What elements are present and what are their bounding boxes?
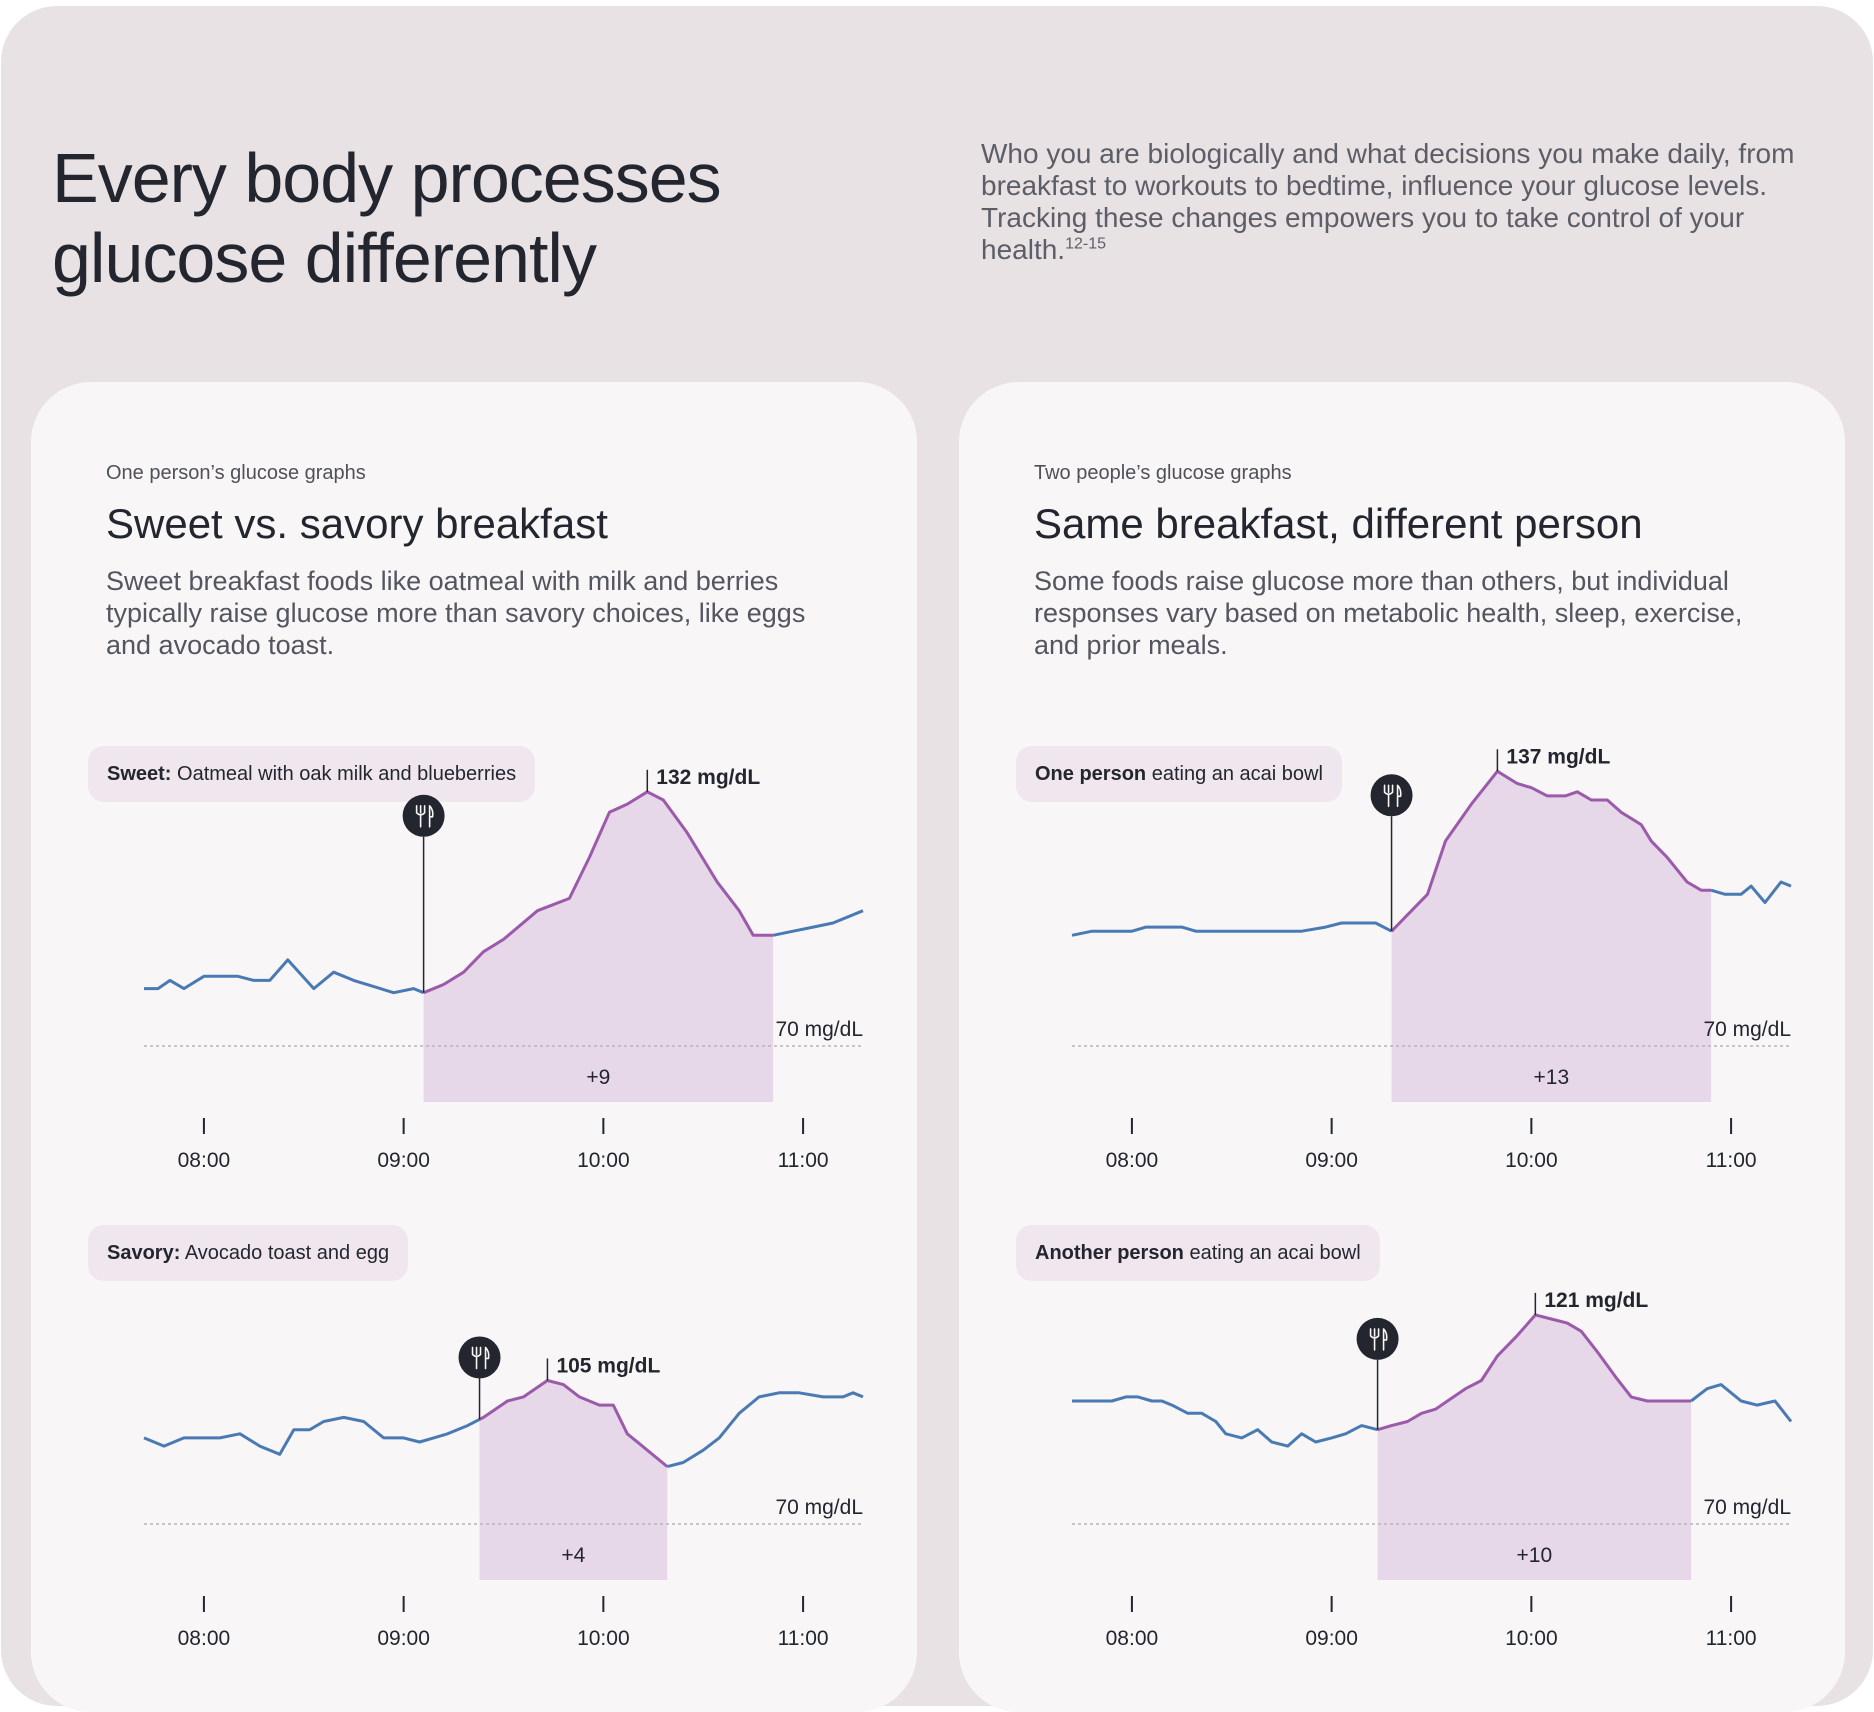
- savory-glucose-chart: 70 mg/dL +4 105 mg/dL 08:00 09:00 10:00 11:00: [143, 1336, 864, 1650]
- intro-paragraph: Who you are biologically and what decisi…: [981, 138, 1811, 266]
- glucose-line-before-meal: [143, 1415, 481, 1456]
- peak-label: 105 mg/dL: [556, 1355, 660, 1378]
- x-tick-label: 08:00: [178, 1149, 231, 1172]
- savory-meal-chip: Savory: Avocado toast and egg: [88, 1225, 409, 1281]
- page-title-line-2: glucose differently: [52, 219, 597, 297]
- glucose-line-response: [478, 1379, 669, 1468]
- x-tick-label: 08:00: [1106, 1149, 1159, 1172]
- area-change-label: +4: [561, 1544, 585, 1567]
- card-eyebrow: One person’s glucose graphs: [106, 462, 366, 484]
- x-tick-label: 10:00: [577, 1627, 630, 1650]
- chip-text: eating an acai bowl: [1146, 763, 1323, 785]
- glucose-line-response: [1377, 1313, 1692, 1432]
- x-tick-label: 11:00: [1706, 1627, 1757, 1650]
- sweet-meal-chip: Sweet: Oatmeal with oak milk and blueber…: [88, 746, 536, 802]
- x-tick-label: 09:00: [377, 1627, 430, 1650]
- page-title-line-1: Every body processes: [52, 139, 722, 217]
- chip-text: Oatmeal with oak milk and blueberries: [171, 763, 517, 785]
- chip-bold-label: Sweet:: [107, 763, 172, 785]
- x-tick-label: 08:00: [1106, 1627, 1159, 1650]
- x-tick-label: 11:00: [778, 1627, 829, 1650]
- glucose-line-before-meal: [1071, 921, 1393, 937]
- glucose-line-before-meal: [144, 958, 425, 995]
- response-area: [479, 1380, 668, 1580]
- glucose-line-after-response: [1710, 880, 1792, 904]
- card-title: Sweet vs. savory breakfast: [106, 500, 608, 547]
- peak-label: 132 mg/dL: [656, 766, 760, 789]
- glucose-line-before-meal: [1072, 1395, 1378, 1448]
- chip-bold-label: One person: [1035, 763, 1147, 785]
- person-one-glucose-chart: 70 mg/dL +13 137 mg/dL 08:00 09:00 10:00 11:00: [1071, 745, 1792, 1172]
- peak-label: 121 mg/dL: [1544, 1289, 1648, 1312]
- glucose-line-response: [423, 790, 774, 995]
- sweet-vs-savory-card: One person’s glucose graphs Sweet vs. sa…: [31, 382, 917, 1712]
- sweet-glucose-chart: 70 mg/dL +9 132 mg/dL 08:00 09:00 10:00 11:00: [144, 766, 864, 1172]
- meal-icon: [458, 1336, 501, 1379]
- page-background: Every body processes glucose differently…: [1, 6, 1873, 1712]
- card-title: Same breakfast, different person: [1034, 500, 1643, 547]
- person-two-glucose-chart: 70 mg/dL +10 121 mg/dL 08:00 09:00 10:00 11:00: [1072, 1289, 1793, 1650]
- meal-icon: [1370, 774, 1413, 817]
- area-change-label: +13: [1534, 1066, 1570, 1089]
- reference-line-label: 70 mg/dL: [775, 1018, 863, 1041]
- meal-icon: [1356, 1317, 1399, 1360]
- person-two-chip: Another person eating an acai bowl: [1016, 1225, 1380, 1281]
- knife-icon: [1382, 1328, 1388, 1351]
- glucose-line-after-response: [772, 909, 864, 937]
- card-description: Sweet breakfast foods like oatmeal with …: [106, 566, 806, 660]
- card-eyebrow: Two people’s glucose graphs: [1034, 462, 1292, 484]
- x-tick-label: 11:00: [778, 1149, 829, 1172]
- x-tick-label: 09:00: [1305, 1627, 1358, 1650]
- fork-icon: [471, 1346, 482, 1370]
- chip-bold-label: Another person: [1035, 1242, 1184, 1264]
- knife-icon: [428, 805, 434, 828]
- intro-reference: 12-15: [1065, 235, 1106, 253]
- x-tick-label: 08:00: [178, 1627, 231, 1650]
- x-tick-label: 11:00: [1706, 1149, 1757, 1172]
- peak-label: 137 mg/dL: [1506, 745, 1610, 768]
- area-change-label: +9: [586, 1066, 610, 1089]
- reference-line-label: 70 mg/dL: [775, 1496, 863, 1519]
- fork-icon: [415, 805, 426, 828]
- intro-text: Who you are biologically and what decisi…: [981, 138, 1795, 265]
- chip-text: eating an acai bowl: [1183, 1242, 1361, 1264]
- x-tick-label: 09:00: [377, 1149, 430, 1172]
- person-one-chip: One person eating an acai bowl: [1016, 746, 1342, 802]
- fork-icon: [1383, 784, 1394, 808]
- page-title: Every body processes glucose differently: [52, 138, 872, 298]
- fork-icon: [1369, 1328, 1380, 1351]
- chip-text: Avocado toast and egg: [180, 1242, 390, 1264]
- reference-line-label: 70 mg/dL: [1703, 1018, 1791, 1041]
- x-tick-label: 10:00: [1505, 1149, 1558, 1172]
- meal-icon: [402, 794, 445, 837]
- glucose-line-response: [1390, 769, 1712, 933]
- same-breakfast-card: Two people’s glucose graphs Same breakfa…: [959, 382, 1845, 1712]
- area-change-label: +10: [1517, 1544, 1553, 1567]
- knife-icon: [484, 1346, 490, 1370]
- reference-line-label: 70 mg/dL: [1703, 1496, 1791, 1519]
- glucose-line-after-response: [1690, 1383, 1793, 1423]
- response-area: [1377, 1314, 1692, 1580]
- x-tick-label: 09:00: [1305, 1149, 1358, 1172]
- glucose-line-after-response: [666, 1391, 864, 1469]
- x-tick-label: 10:00: [577, 1149, 630, 1172]
- response-area: [423, 791, 774, 1102]
- response-area: [1391, 771, 1712, 1102]
- card-description: Some foods raise glucose more than other…: [1034, 566, 1743, 660]
- x-tick-label: 10:00: [1505, 1627, 1558, 1650]
- knife-icon: [1396, 784, 1402, 808]
- chip-bold-label: Savory:: [107, 1242, 181, 1264]
